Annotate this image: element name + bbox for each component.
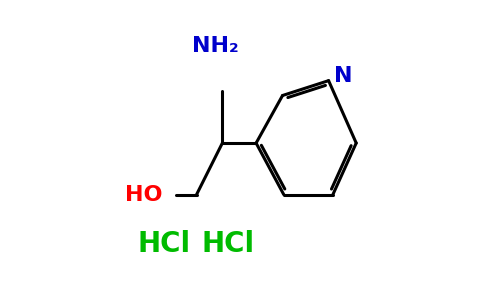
Text: N: N [334,66,352,86]
Text: HO: HO [125,184,162,205]
Text: HCl: HCl [202,230,255,258]
Text: NH₂: NH₂ [192,36,238,56]
Text: HCl: HCl [137,230,191,258]
